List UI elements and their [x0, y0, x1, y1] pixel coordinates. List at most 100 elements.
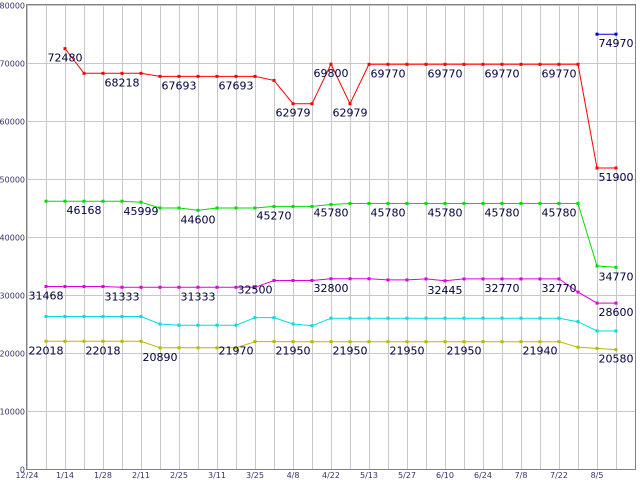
data-point: [234, 74, 238, 78]
data-point: [405, 340, 409, 344]
data-point: [576, 201, 580, 205]
data-point: [576, 290, 580, 294]
data-label: 34770: [599, 270, 634, 283]
data-point: [63, 47, 67, 51]
data-label: 28600: [599, 306, 634, 319]
data-point: [462, 201, 466, 205]
data-point: [386, 62, 390, 66]
x-tick-label: 2/11: [132, 471, 150, 480]
data-point: [253, 74, 257, 78]
data-point: [120, 199, 124, 203]
data-point: [215, 323, 219, 327]
data-point: [481, 62, 485, 66]
data-label: 22018: [29, 344, 64, 357]
data-point: [348, 102, 352, 106]
x-tick-label: 7/22: [550, 471, 568, 480]
data-point: [367, 277, 371, 281]
data-label-layer: 72480 68218 67693 67693 62979 69800 62979 69770…: [29, 37, 634, 365]
data-point: [139, 71, 143, 75]
data-point: [348, 201, 352, 205]
data-point: [253, 206, 257, 210]
data-point: [462, 277, 466, 281]
data-point: [386, 340, 390, 344]
data-point: [538, 201, 542, 205]
data-point: [44, 284, 48, 288]
data-point: [405, 62, 409, 66]
x-tick-label: 3/25: [246, 471, 264, 480]
data-point: [538, 340, 542, 344]
data-point: [177, 74, 181, 78]
data-point: [291, 102, 295, 106]
data-point: [272, 316, 276, 320]
data-label: 32500: [238, 284, 273, 297]
data-point: [44, 199, 48, 203]
data-point: [196, 285, 200, 289]
data-label: 44600: [181, 213, 216, 226]
data-point: [234, 206, 238, 210]
data-point: [82, 339, 86, 343]
data-label: 62979: [333, 107, 368, 120]
data-label: 20580: [599, 353, 634, 366]
data-point: [253, 340, 257, 344]
x-tick-label: 12/24: [15, 471, 38, 480]
data-label: 45780: [371, 206, 406, 219]
data-point: [120, 71, 124, 75]
plot-frame: [26, 4, 636, 470]
y-axis-ticks: 0 10000 20000 30000 40000 50000 60000 70000 8000…: [0, 2, 25, 475]
data-point: [120, 339, 124, 343]
data-label: 45780: [485, 206, 520, 219]
data-point: [595, 346, 599, 350]
data-point: [272, 204, 276, 208]
data-point: [101, 71, 105, 75]
data-point: [82, 284, 86, 288]
data-point: [291, 204, 295, 208]
data-point: [82, 314, 86, 318]
data-point: [614, 166, 618, 170]
data-point: [424, 340, 428, 344]
data-point: [101, 284, 105, 288]
y-tick-label: 10000: [0, 408, 25, 417]
data-point: [386, 201, 390, 205]
data-point: [272, 340, 276, 344]
data-point: [538, 62, 542, 66]
x-tick-label: 4/8: [287, 471, 300, 480]
data-point: [329, 277, 333, 281]
x-tick-label: 6/24: [474, 471, 492, 480]
data-point: [595, 301, 599, 305]
data-point: [139, 200, 143, 204]
series-line: [64, 48, 616, 169]
data-point: [500, 340, 504, 344]
data-label: 45780: [542, 206, 577, 219]
data-point: [538, 316, 542, 320]
x-tick-label: 3/11: [208, 471, 226, 480]
data-point: [519, 201, 523, 205]
data-point: [44, 339, 48, 343]
data-point: [291, 322, 295, 326]
data-point: [405, 316, 409, 320]
data-point: [614, 265, 618, 269]
y-tick-label: 30000: [0, 292, 25, 301]
data-label: 32800: [314, 282, 349, 295]
data-point: [481, 340, 485, 344]
data-point: [557, 62, 561, 66]
data-point: [158, 74, 162, 78]
data-point: [481, 201, 485, 205]
data-point: [424, 316, 428, 320]
data-label: 46168: [67, 204, 102, 217]
data-point: [272, 78, 276, 82]
data-point: [158, 346, 162, 350]
data-label: 21950: [276, 345, 311, 358]
data-point: [291, 340, 295, 344]
x-tick-label: 6/10: [436, 471, 454, 480]
y-tick-label: 0: [20, 466, 25, 475]
data-label: 21970: [219, 345, 254, 358]
data-label: 21950: [447, 345, 482, 358]
data-point: [367, 316, 371, 320]
data-point: [519, 340, 523, 344]
data-point: [348, 277, 352, 281]
data-label: 31333: [181, 290, 216, 303]
data-point: [120, 314, 124, 318]
data-point: [500, 277, 504, 281]
data-point: [614, 301, 618, 305]
data-point: [196, 346, 200, 350]
